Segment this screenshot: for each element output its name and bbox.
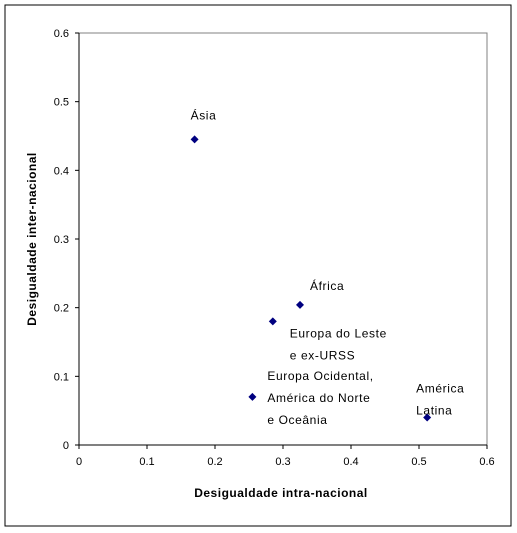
y-tick-label: 0.2 bbox=[54, 303, 69, 315]
data-points bbox=[190, 135, 432, 422]
data-point-marker bbox=[296, 300, 304, 309]
data-point-label-line: Latina bbox=[416, 404, 452, 418]
data-point-label: Europa do Leste e ex-URSS bbox=[290, 326, 387, 362]
plot-area bbox=[78, 32, 488, 446]
data-point-label-line: e ex-URSS bbox=[290, 348, 355, 362]
x-axis-title: Desigualdade intra-nacional bbox=[194, 486, 368, 500]
y-tick-label: 0.5 bbox=[54, 97, 69, 109]
data-point-label: Ásia bbox=[191, 107, 217, 122]
data-point-label-line: África bbox=[310, 278, 344, 293]
x-tick-label: 0.6 bbox=[479, 456, 494, 468]
data-point-marker bbox=[190, 135, 199, 144]
data-point-label-line: Europa Ocidental, bbox=[267, 369, 373, 383]
x-tick-label: 0.5 bbox=[411, 456, 426, 468]
data-point-label-line: América bbox=[416, 382, 464, 396]
data-point-label-line: Europa do Leste bbox=[290, 326, 387, 340]
data-point-label-line: Ásia bbox=[191, 107, 217, 122]
y-tick-label: 0.1 bbox=[54, 371, 69, 383]
y-tick-label: 0.6 bbox=[54, 28, 69, 40]
data-point-marker bbox=[248, 392, 257, 401]
x-tick-label: 0.3 bbox=[275, 456, 290, 468]
data-point-marker bbox=[268, 317, 277, 326]
x-tick-label: 0.4 bbox=[343, 456, 358, 468]
data-point-label: Europa Ocidental, América do Norte e Oceân… bbox=[267, 369, 373, 427]
data-point-label-line: América do Norte bbox=[267, 391, 370, 405]
y-tick-label: 0.4 bbox=[54, 165, 69, 177]
data-point-label: América Latina bbox=[416, 382, 464, 418]
x-tick-label: 0 bbox=[76, 456, 82, 468]
data-point-label-line: e Oceânia bbox=[267, 413, 327, 427]
data-point-label: África bbox=[310, 278, 344, 293]
y-tick-labels: 0 0.1 0.2 0.3 0.4 0.5 0.6 bbox=[54, 28, 69, 452]
x-tick-label: 0.1 bbox=[139, 456, 154, 468]
y-tick-label: 0 bbox=[63, 440, 69, 452]
axes bbox=[75, 32, 488, 449]
y-axis-title: Desigualdade inter-nacional bbox=[25, 152, 39, 326]
y-tick-label: 0.3 bbox=[54, 234, 69, 246]
data-point-marker bbox=[423, 413, 432, 422]
x-tick-labels: 0 0.1 0.2 0.3 0.4 0.5 0.6 bbox=[76, 456, 495, 468]
x-tick-label: 0.2 bbox=[207, 456, 222, 468]
